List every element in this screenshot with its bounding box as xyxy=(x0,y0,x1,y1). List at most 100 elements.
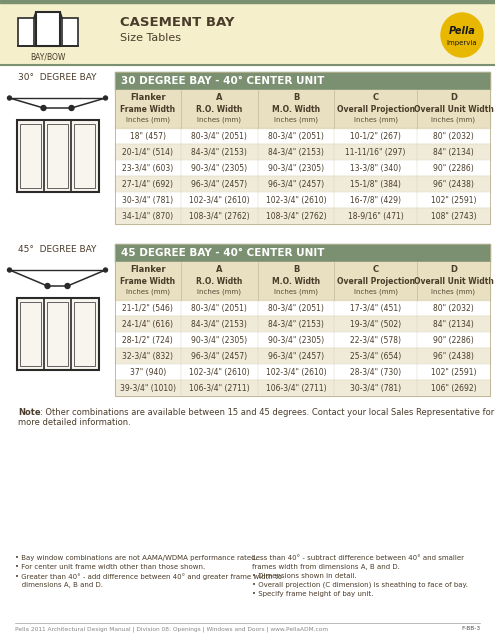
Text: 30-3/4" (781): 30-3/4" (781) xyxy=(122,195,173,205)
Text: 90-3/4" (2305): 90-3/4" (2305) xyxy=(191,335,247,344)
Text: D: D xyxy=(450,93,457,102)
Text: Inches (mm): Inches (mm) xyxy=(353,116,397,124)
Text: • Greater than 40° - add difference between 40° and greater frame width to: • Greater than 40° - add difference betw… xyxy=(15,573,282,580)
Text: 102-3/4" (2610): 102-3/4" (2610) xyxy=(266,367,326,376)
Text: BAY/BOW: BAY/BOW xyxy=(30,52,66,61)
Text: 96-3/4" (2457): 96-3/4" (2457) xyxy=(268,179,324,189)
Text: more detailed information.: more detailed information. xyxy=(18,418,131,427)
Bar xyxy=(62,18,78,46)
Text: 28-3/4" (730): 28-3/4" (730) xyxy=(350,367,401,376)
Text: Note: Note xyxy=(18,408,41,417)
Text: dimensions A, B and D.: dimensions A, B and D. xyxy=(15,582,103,588)
Text: Overall Projection: Overall Projection xyxy=(337,276,415,285)
Text: 90" (2286): 90" (2286) xyxy=(433,335,474,344)
Text: B: B xyxy=(293,93,299,102)
Circle shape xyxy=(41,106,46,111)
Text: R.O. Width: R.O. Width xyxy=(196,276,242,285)
Bar xyxy=(115,208,490,224)
Text: 24-1/4" (616): 24-1/4" (616) xyxy=(122,319,173,328)
Text: 25-3/4" (654): 25-3/4" (654) xyxy=(350,351,401,360)
Text: 80" (2032): 80" (2032) xyxy=(433,303,474,312)
Bar xyxy=(47,302,68,366)
Text: 84-3/4" (2153): 84-3/4" (2153) xyxy=(268,147,324,157)
Text: 80" (2032): 80" (2032) xyxy=(433,131,474,141)
Text: Less than 40° - subtract difference between 40° and smaller: Less than 40° - subtract difference betw… xyxy=(252,555,464,561)
Text: 28-1/2" (724): 28-1/2" (724) xyxy=(122,335,173,344)
Text: 15-1/8" (384): 15-1/8" (384) xyxy=(350,179,401,189)
Text: 84" (2134): 84" (2134) xyxy=(433,147,474,157)
Text: 108" (2743): 108" (2743) xyxy=(431,211,476,221)
Text: 80-3/4" (2051): 80-3/4" (2051) xyxy=(191,303,247,312)
Text: C: C xyxy=(373,93,379,102)
Bar xyxy=(115,192,490,208)
Bar xyxy=(115,90,490,128)
Bar xyxy=(115,380,490,396)
Text: 22-3/4" (578): 22-3/4" (578) xyxy=(350,335,401,344)
Text: • Dimensions shown in detail.: • Dimensions shown in detail. xyxy=(252,573,357,579)
Bar xyxy=(0,0,495,3)
Circle shape xyxy=(103,268,107,272)
Text: 18-9/16" (471): 18-9/16" (471) xyxy=(348,211,403,221)
Text: 32-3/4" (832): 32-3/4" (832) xyxy=(122,351,173,360)
Text: • Specify frame height of bay unit.: • Specify frame height of bay unit. xyxy=(252,591,373,597)
Text: 17-3/4" (451): 17-3/4" (451) xyxy=(350,303,401,312)
Text: Inches (mm): Inches (mm) xyxy=(126,116,170,124)
Text: 90" (2286): 90" (2286) xyxy=(433,163,474,173)
Text: A: A xyxy=(216,93,222,102)
Text: 30°  DEGREE BAY: 30° DEGREE BAY xyxy=(18,74,97,83)
Text: Inches (mm): Inches (mm) xyxy=(197,116,241,124)
Text: Overall Unit Width: Overall Unit Width xyxy=(413,104,494,113)
Text: M.O. Width: M.O. Width xyxy=(272,104,320,113)
Text: Pella: Pella xyxy=(448,26,475,36)
Text: 106-3/4" (2711): 106-3/4" (2711) xyxy=(266,383,326,392)
Text: 30-3/4" (781): 30-3/4" (781) xyxy=(350,383,401,392)
Bar xyxy=(115,144,490,160)
Text: • For center unit frame width other than those shown.: • For center unit frame width other than… xyxy=(15,564,205,570)
Bar xyxy=(36,12,60,46)
Bar xyxy=(47,124,68,188)
Text: Overall Projection: Overall Projection xyxy=(337,104,415,113)
Bar xyxy=(115,300,490,316)
Text: 102" (2591): 102" (2591) xyxy=(431,195,476,205)
Bar xyxy=(19,302,41,366)
Text: 102-3/4" (2610): 102-3/4" (2610) xyxy=(189,195,249,205)
Text: 30 DEGREE BAY - 40° CENTER UNIT: 30 DEGREE BAY - 40° CENTER UNIT xyxy=(121,76,324,86)
Text: Frame Width: Frame Width xyxy=(120,104,175,113)
Bar xyxy=(115,128,490,144)
Text: 96-3/4" (2457): 96-3/4" (2457) xyxy=(191,351,247,360)
Text: Inches (mm): Inches (mm) xyxy=(126,289,170,295)
Bar xyxy=(16,120,99,192)
Text: 20-1/4" (514): 20-1/4" (514) xyxy=(122,147,173,157)
Bar xyxy=(115,332,490,348)
Bar xyxy=(115,348,490,364)
Text: Inches (mm): Inches (mm) xyxy=(197,289,241,295)
Bar xyxy=(0,3,495,65)
Text: 84" (2134): 84" (2134) xyxy=(433,319,474,328)
Text: 102-3/4" (2610): 102-3/4" (2610) xyxy=(189,367,249,376)
Text: Flanker: Flanker xyxy=(130,266,166,275)
Text: Overall Unit Width: Overall Unit Width xyxy=(413,276,494,285)
Text: D: D xyxy=(450,266,457,275)
Text: 11-11/16" (297): 11-11/16" (297) xyxy=(346,147,406,157)
Text: 45°  DEGREE BAY: 45° DEGREE BAY xyxy=(18,246,97,255)
Bar xyxy=(115,262,490,300)
Bar xyxy=(115,316,490,332)
Bar xyxy=(115,244,490,262)
Circle shape xyxy=(69,106,74,111)
Text: 21-1/2" (546): 21-1/2" (546) xyxy=(122,303,173,312)
Text: Inches (mm): Inches (mm) xyxy=(432,289,475,295)
Text: B: B xyxy=(293,266,299,275)
Text: A: A xyxy=(216,266,222,275)
Text: 84-3/4" (2153): 84-3/4" (2153) xyxy=(191,147,247,157)
Text: C: C xyxy=(373,266,379,275)
Text: F-BB-3: F-BB-3 xyxy=(461,626,480,631)
Text: 23-3/4" (603): 23-3/4" (603) xyxy=(122,163,173,173)
Text: 10-1/2" (267): 10-1/2" (267) xyxy=(350,131,401,141)
Text: 37" (940): 37" (940) xyxy=(130,367,166,376)
Bar xyxy=(16,298,99,370)
Text: Inches (mm): Inches (mm) xyxy=(274,116,318,124)
Text: 18" (457): 18" (457) xyxy=(130,131,166,141)
Text: : Other combinations are available between 15 and 45 degrees. Contact your local: : Other combinations are available betwe… xyxy=(40,408,494,417)
Text: 96-3/4" (2457): 96-3/4" (2457) xyxy=(191,179,247,189)
Bar xyxy=(115,160,490,176)
